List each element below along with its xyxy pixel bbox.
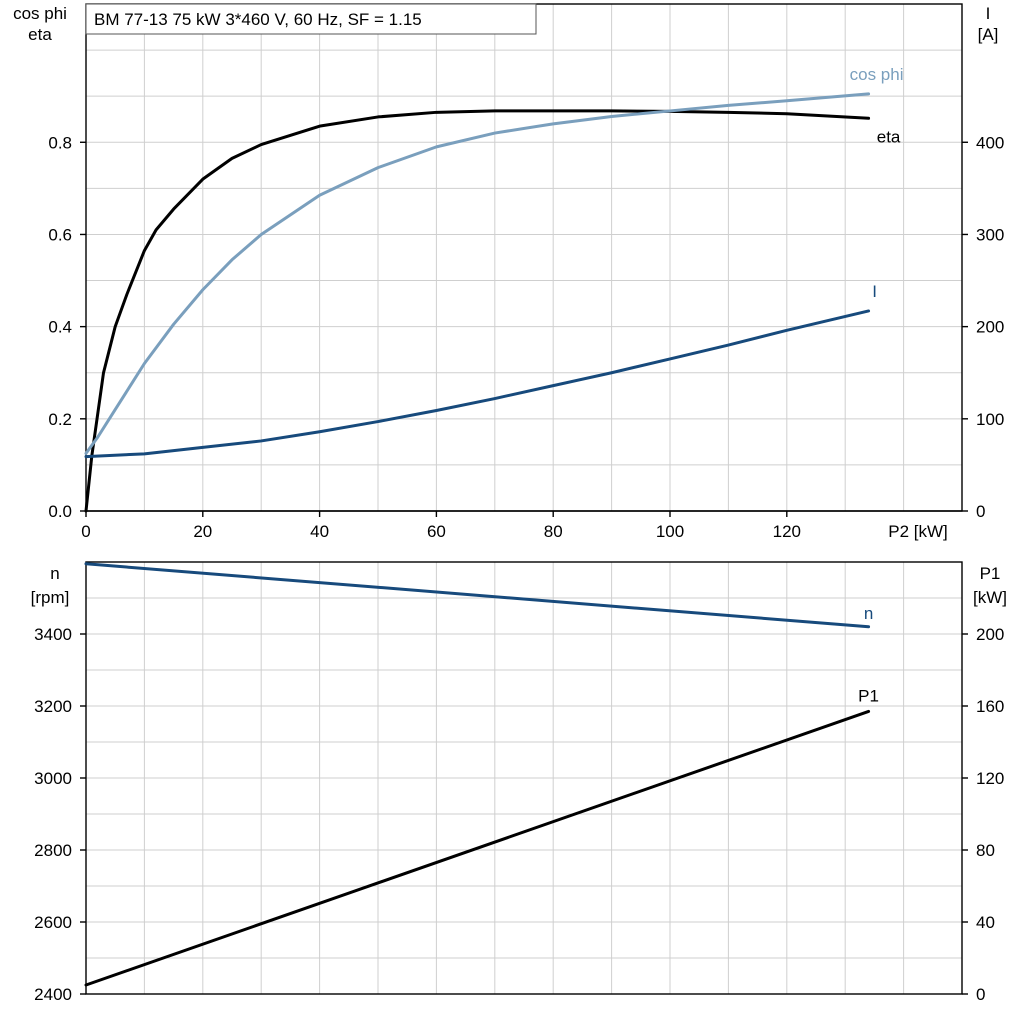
bottom-left-y-axis: 2400 2600 2800 3000 3200 3400 xyxy=(34,625,86,1004)
series-label-n: n xyxy=(864,604,873,623)
top-right-tick-label: 300 xyxy=(976,225,1004,244)
bottom-left-axis-label-line2: [rpm] xyxy=(31,588,70,607)
x-tick-label: 120 xyxy=(773,522,801,541)
bottom-right-tick-label: 200 xyxy=(976,625,1004,644)
top-x-axis-ticks: 0 20 40 60 80 100 120 xyxy=(81,511,801,541)
bottom-right-tick-label: 120 xyxy=(976,769,1004,788)
series-label-i: I xyxy=(872,282,877,301)
top-right-tick-label: 0 xyxy=(976,502,985,521)
bottom-left-tick-label: 2400 xyxy=(34,985,72,1004)
x-tick-label: 60 xyxy=(427,522,446,541)
series-label-p1: P1 xyxy=(858,686,879,705)
x-tick-label: 0 xyxy=(81,522,90,541)
bottom-left-tick-label: 2800 xyxy=(34,841,72,860)
series-line-n xyxy=(84,562,871,629)
top-right-y-axis: 0 100 200 300 400 xyxy=(962,133,1004,521)
top-left-tick-label: 0.4 xyxy=(48,318,72,337)
series-line-p1 xyxy=(84,709,871,987)
x-tick-label: 20 xyxy=(193,522,212,541)
bottom-right-axis-label-line2: [kW] xyxy=(973,588,1007,607)
bottom-chart-grid xyxy=(86,562,962,994)
top-left-tick-label: 0.6 xyxy=(48,225,72,244)
top-right-tick-label: 100 xyxy=(976,410,1004,429)
bottom-right-axis-label-line1: P1 xyxy=(980,564,1001,583)
x-tick-label: 40 xyxy=(310,522,329,541)
bottom-left-axis-label-line1: n xyxy=(50,564,59,583)
series-line-eta xyxy=(84,109,871,513)
top-right-axis-label-line2: [A] xyxy=(978,25,999,44)
chart-title: BM 77-13 75 kW 3*460 V, 60 Hz, SF = 1.15 xyxy=(94,10,422,29)
bottom-right-tick-label: 0 xyxy=(976,985,985,1004)
top-left-y-axis: 0.0 0.2 0.4 0.6 0.8 xyxy=(48,133,86,521)
top-right-tick-label: 200 xyxy=(976,318,1004,337)
series-label-eta: eta xyxy=(877,127,901,146)
bottom-right-tick-label: 40 xyxy=(976,913,995,932)
top-right-axis-label-line1: I xyxy=(986,4,991,23)
bottom-chart-curves: n P1 xyxy=(84,562,879,987)
top-left-axis-label-line2: eta xyxy=(28,25,52,44)
top-left-tick-label: 0.2 xyxy=(48,410,72,429)
bottom-left-tick-label: 3000 xyxy=(34,769,72,788)
top-chart-frame xyxy=(85,3,963,512)
bottom-left-tick-label: 2600 xyxy=(34,913,72,932)
bottom-left-tick-label: 3200 xyxy=(34,697,72,716)
series-line-cos-phi xyxy=(84,92,871,455)
x-tick-label: 80 xyxy=(544,522,563,541)
top-right-tick-label: 400 xyxy=(976,133,1004,152)
top-left-tick-label: 0.8 xyxy=(48,133,72,152)
bottom-right-tick-label: 160 xyxy=(976,697,1004,716)
bottom-left-tick-label: 3400 xyxy=(34,625,72,644)
bottom-right-y-axis: 0 40 80 120 160 200 xyxy=(962,625,1004,1004)
top-chart-curves: eta cos phi I xyxy=(84,65,904,513)
x-axis-label: P2 [kW] xyxy=(888,522,948,541)
top-left-tick-label: 0.0 xyxy=(48,502,72,521)
bottom-right-tick-label: 80 xyxy=(976,841,995,860)
x-tick-label: 100 xyxy=(656,522,684,541)
series-label-cos-phi: cos phi xyxy=(850,65,904,84)
top-left-axis-label-line1: cos phi xyxy=(13,4,67,23)
top-chart-grid xyxy=(86,3,962,511)
series-line-i xyxy=(84,309,871,459)
title-box xyxy=(85,3,537,35)
